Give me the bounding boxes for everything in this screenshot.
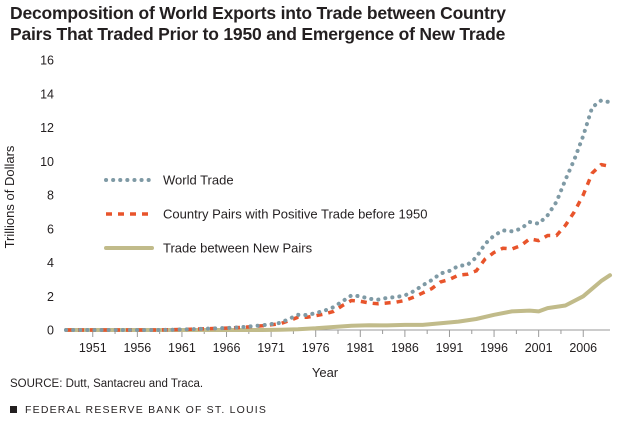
- y-tick-label: 0: [47, 324, 54, 338]
- y-axis-ticks: 0 2 4 6 8 10 12 14 16: [40, 54, 54, 338]
- x-tick-label: 2006: [569, 341, 597, 355]
- x-tick-label: 1971: [257, 341, 285, 355]
- y-tick-label: 8: [47, 189, 54, 203]
- legend-label-2: Trade between New Pairs: [163, 241, 313, 256]
- y-tick-label: 10: [40, 155, 54, 169]
- x-tick-label: 1961: [168, 341, 196, 355]
- x-tick-label: 2001: [525, 341, 553, 355]
- x-tick-label: 1966: [213, 341, 241, 355]
- footer-text: FEDERAL RESERVE BANK OF ST. LOUIS: [25, 404, 268, 416]
- y-axis-label: Trillions of Dollars: [2, 145, 17, 248]
- legend-label-1: Country Pairs with Positive Trade before…: [163, 207, 427, 222]
- chart-title-line-1: Decomposition of World Exports into Trad…: [10, 3, 506, 23]
- legend-label-0: World Trade: [163, 173, 234, 188]
- legend: World Trade Country Pairs with Positive T…: [104, 173, 427, 256]
- y-tick-label: 12: [40, 121, 54, 135]
- x-axis-ticks: 1951 1956 1961 1966 1971 1976 1981 1986 1991 1996…: [79, 330, 597, 355]
- x-axis-label: Year: [312, 365, 339, 380]
- series-line-0: [64, 98, 612, 332]
- x-tick-label: 1951: [79, 341, 107, 355]
- footer: FEDERAL RESERVE BANK OF ST. LOUIS: [10, 404, 267, 416]
- series-lines: [64, 98, 612, 332]
- x-tick-label: 1956: [123, 341, 151, 355]
- y-tick-label: 6: [47, 222, 54, 236]
- y-tick-label: 16: [40, 54, 54, 68]
- chart-title: Decomposition of World Exports into Trad…: [10, 3, 615, 45]
- series-line-2: [64, 273, 612, 332]
- x-tick-label: 1996: [480, 341, 508, 355]
- y-tick-label: 4: [47, 256, 54, 270]
- x-tick-label: 1981: [346, 341, 374, 355]
- x-tick-label: 1991: [436, 341, 464, 355]
- y-tick-label: 2: [47, 290, 54, 304]
- chart-title-line-2: Pairs That Traded Prior to 1950 and Emer…: [10, 24, 506, 44]
- x-tick-label: 1976: [302, 341, 330, 355]
- y-tick-label: 14: [40, 87, 54, 101]
- series-line-1: [66, 162, 611, 332]
- source-note: SOURCE: Dutt, Santacreu and Traca.: [10, 378, 204, 390]
- x-tick-label: 1986: [391, 341, 419, 355]
- footer-square-icon: [10, 406, 17, 413]
